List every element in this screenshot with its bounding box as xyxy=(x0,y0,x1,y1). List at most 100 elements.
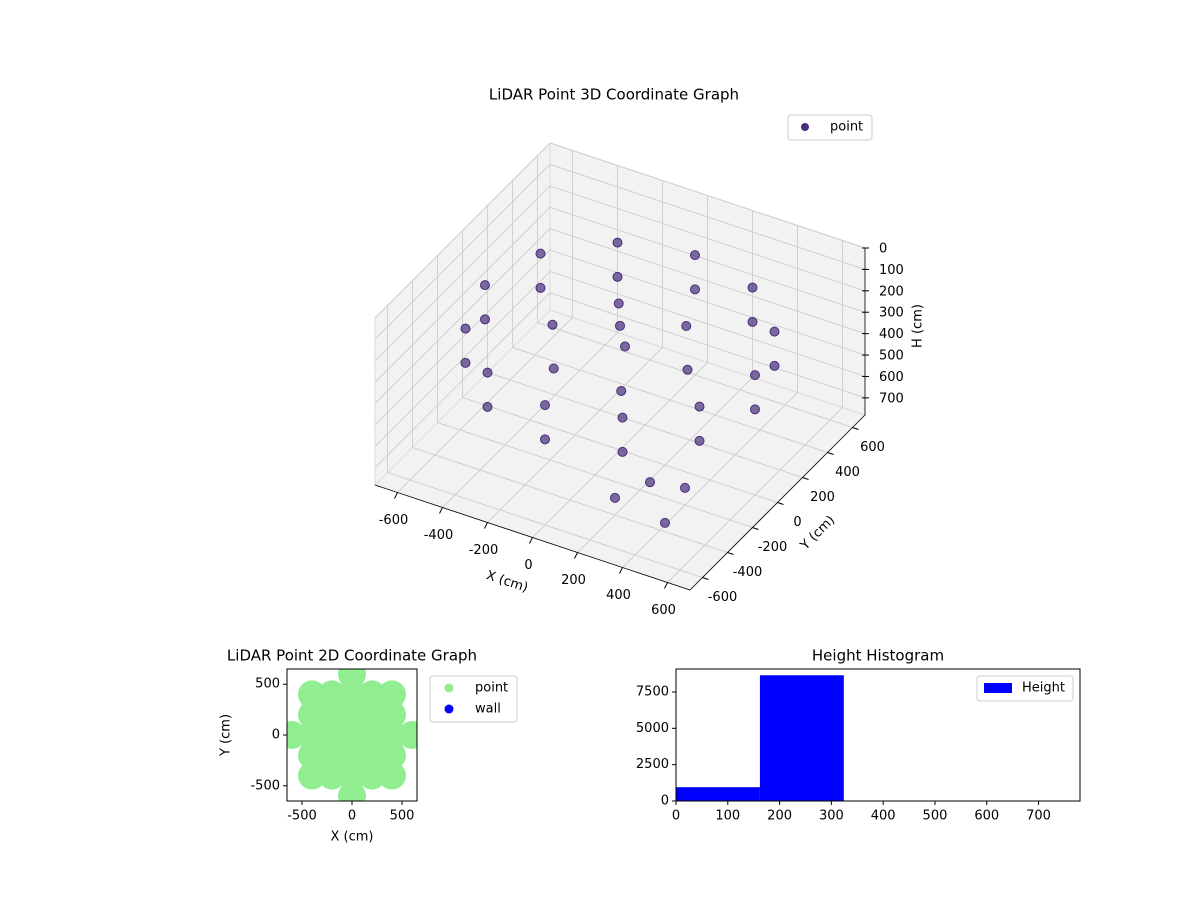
x-tick-label: -600 xyxy=(379,513,409,528)
legend-marker xyxy=(444,683,454,693)
point xyxy=(298,700,326,729)
legend-label: point xyxy=(830,120,863,135)
grid-line xyxy=(387,472,703,578)
point xyxy=(694,401,705,412)
z-axis-label: H (cm) xyxy=(911,304,926,348)
z-tick-label: 200 xyxy=(879,284,904,299)
point xyxy=(645,477,655,488)
bar xyxy=(676,787,760,801)
y-tick-label: 0 xyxy=(661,794,669,809)
x-tick-label: 0 xyxy=(672,809,680,824)
grid-line xyxy=(374,164,551,340)
x-tick-label: 200 xyxy=(767,809,792,824)
z-tick-label: 600 xyxy=(879,370,904,385)
x-tick-label: -400 xyxy=(424,528,454,543)
y-tick-label: 7500 xyxy=(636,684,669,699)
point xyxy=(681,320,692,331)
y-axis-label: Y (cm) xyxy=(797,513,838,554)
point xyxy=(620,341,630,352)
y-tick-label: -200 xyxy=(758,540,788,555)
x-tick-label: 500 xyxy=(923,809,948,824)
point xyxy=(610,492,620,503)
chart-title: Height Histogram xyxy=(812,647,944,665)
point xyxy=(318,700,346,729)
x-tick-label: 200 xyxy=(561,573,586,588)
point xyxy=(378,700,406,729)
point xyxy=(548,363,559,374)
tick-mark xyxy=(702,577,709,580)
point xyxy=(482,367,493,378)
point xyxy=(750,404,760,415)
chart-title: LiDAR Point 2D Coordinate Graph xyxy=(227,647,477,665)
legend-marker xyxy=(444,704,454,714)
point xyxy=(338,761,366,790)
grid-line xyxy=(412,447,728,553)
x-tick-label: -200 xyxy=(469,543,499,558)
y-tick-label: 400 xyxy=(835,465,860,480)
x-tick-label: 400 xyxy=(871,809,896,824)
y-tick-label: -500 xyxy=(250,778,280,793)
x-axis-label: X (cm) xyxy=(484,568,530,596)
point xyxy=(660,517,670,528)
point xyxy=(613,298,624,309)
z-tick-label: 700 xyxy=(879,391,904,406)
tick-mark xyxy=(529,537,533,544)
point xyxy=(540,400,550,411)
point xyxy=(769,326,780,337)
bar xyxy=(759,675,844,801)
point xyxy=(694,435,705,446)
grid-line xyxy=(549,163,866,270)
x-tick-label: 0 xyxy=(524,558,532,573)
point xyxy=(547,319,558,330)
point xyxy=(318,721,346,749)
x-tick-label: -500 xyxy=(287,809,317,824)
grid-line xyxy=(374,292,551,469)
z-tick-label: 500 xyxy=(879,349,904,364)
point xyxy=(535,282,546,293)
cover xyxy=(287,639,417,669)
y-tick-label: 200 xyxy=(810,490,835,505)
grid-line xyxy=(374,142,551,319)
x-tick-label: 0 xyxy=(348,809,356,824)
grid-line xyxy=(549,206,866,313)
point xyxy=(617,412,628,423)
legend-label: point xyxy=(475,681,508,696)
y-tick-label: 5000 xyxy=(636,721,669,736)
tick-mark xyxy=(852,427,859,430)
grid-line xyxy=(374,185,551,362)
x-tick-label: 600 xyxy=(974,809,999,824)
point xyxy=(460,323,471,334)
point xyxy=(338,700,366,729)
z-tick-label: 0 xyxy=(879,242,887,257)
grid-line xyxy=(437,422,753,528)
point xyxy=(617,446,628,457)
point xyxy=(612,271,623,282)
point xyxy=(482,401,493,412)
tick-mark xyxy=(394,492,398,499)
cover xyxy=(287,801,417,831)
chart-title: LiDAR Point 3D Coordinate Graph xyxy=(489,86,739,104)
grid-line xyxy=(549,270,866,377)
point xyxy=(750,370,760,381)
point xyxy=(480,280,490,291)
grid-line xyxy=(549,185,866,292)
point xyxy=(378,761,406,790)
point xyxy=(680,482,690,493)
y-tick-label: 2500 xyxy=(636,757,669,772)
y-tick-label: 500 xyxy=(255,677,280,692)
point xyxy=(358,680,386,709)
grid-line xyxy=(374,249,551,426)
point xyxy=(615,320,625,331)
cover xyxy=(417,639,429,809)
tick-mark xyxy=(439,507,443,514)
legend-marker xyxy=(984,683,1012,693)
z-tick-label: 300 xyxy=(879,306,904,321)
legend-label: wall xyxy=(475,702,501,717)
tick-mark xyxy=(619,567,623,574)
tick-mark xyxy=(727,552,734,555)
tick-mark xyxy=(664,582,668,589)
y-tick-label: 600 xyxy=(860,440,885,455)
grid-line xyxy=(537,322,853,428)
point xyxy=(358,721,386,749)
point xyxy=(378,721,406,749)
